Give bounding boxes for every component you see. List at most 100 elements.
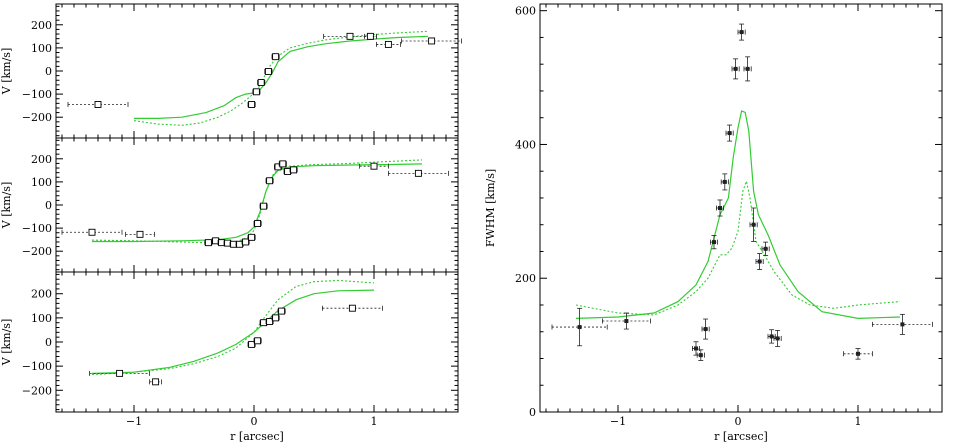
- point-marker: [366, 32, 374, 40]
- data-point: [321, 304, 383, 312]
- data-point: [149, 378, 163, 386]
- point-marker: [751, 222, 756, 227]
- point-marker: [272, 314, 280, 322]
- point-marker: [264, 68, 272, 75]
- y-tick-label: −200: [22, 111, 52, 124]
- point-marker: [624, 319, 629, 324]
- point-marker: [260, 202, 268, 210]
- data-point: [387, 169, 449, 177]
- x-tick-label: 1: [855, 415, 862, 428]
- y-tick-label: −200: [22, 384, 52, 397]
- point-marker: [266, 318, 274, 325]
- y-tick-label: −100: [22, 360, 52, 373]
- y-axis-label: V [km/s]: [0, 319, 13, 366]
- point-marker: [718, 206, 722, 210]
- point-marker: [252, 88, 260, 96]
- data-point: [89, 369, 151, 377]
- velocity-panel-3: −1 0 1 −200 −100 0 100 200 V [km/s] r [arcsec]: [0, 271, 459, 443]
- model-curve-solid: [92, 163, 423, 243]
- data-point: [716, 199, 724, 217]
- data-point: [278, 160, 287, 168]
- y-tick-label: 200: [515, 272, 536, 285]
- point-marker: [414, 169, 422, 177]
- y-tick-label: 200: [31, 153, 52, 166]
- point-marker: [428, 37, 436, 45]
- plot-frame: [55, 3, 459, 139]
- y-tick-label: 400: [515, 138, 536, 151]
- data-point: [259, 202, 268, 210]
- point-marker: [272, 53, 280, 61]
- point-marker: [757, 259, 762, 264]
- point-marker: [248, 233, 256, 241]
- model-curve-dotted: [91, 159, 423, 244]
- y-tick-label: 0: [45, 199, 52, 212]
- plot-frame: [55, 137, 459, 273]
- y-tick-label: 200: [31, 288, 52, 301]
- data-point: [253, 337, 262, 345]
- point-marker: [703, 327, 708, 332]
- x-axis-label: r [arcsec]: [714, 430, 768, 443]
- data-point: [843, 348, 873, 360]
- velocity-panel-1: −200 −100 0 100 200 V [km/s]: [0, 3, 463, 139]
- y-axis-label: V [km/s]: [0, 182, 13, 229]
- y-tick-label: 600: [515, 5, 536, 18]
- point-marker: [266, 177, 274, 185]
- data-point: [725, 124, 734, 142]
- data-point: [247, 233, 256, 241]
- point-marker: [88, 228, 96, 236]
- model-curve-solid: [134, 35, 429, 119]
- y-tick-label: 100: [31, 42, 52, 55]
- model-curve-solid: [575, 110, 901, 320]
- data-point: [273, 163, 283, 171]
- fwhm-panel: −1 0 1 0 200 400 600 FWHM [km/s] r [arcsec]: [484, 3, 943, 443]
- data-point: [720, 173, 729, 191]
- data-point: [223, 239, 232, 247]
- y-tick-label: 200: [31, 19, 52, 32]
- y-tick-label: −100: [22, 222, 52, 235]
- data-point: [692, 341, 700, 356]
- data-point: [247, 101, 256, 108]
- data-point: [252, 88, 261, 96]
- point-marker: [279, 160, 287, 168]
- model-curve-solid: [91, 289, 375, 374]
- data-point: [289, 166, 298, 174]
- point-marker: [348, 304, 356, 312]
- point-marker: [739, 30, 744, 35]
- y-axis-label: FWHM [km/s]: [484, 169, 497, 247]
- point-marker: [152, 378, 160, 386]
- data-point: [375, 40, 401, 48]
- y-tick-label: 100: [31, 312, 52, 325]
- data-point: [265, 318, 274, 325]
- point-marker: [248, 340, 256, 348]
- model-curve-dotted: [91, 279, 375, 376]
- data-point: [204, 239, 213, 247]
- data-point: [696, 349, 705, 361]
- data-point: [67, 101, 129, 108]
- point-marker: [769, 334, 774, 339]
- y-tick-label: 0: [45, 65, 52, 78]
- data-point: [710, 235, 718, 250]
- point-marker: [745, 66, 750, 71]
- y-tick-label: 100: [31, 176, 52, 189]
- point-marker: [116, 369, 124, 377]
- point-marker: [384, 40, 392, 48]
- y-tick-label: 0: [45, 336, 52, 349]
- x-tick-label: 0: [251, 415, 258, 428]
- data-point: [755, 253, 764, 270]
- plot-frame: [539, 3, 943, 413]
- point-marker: [856, 351, 860, 356]
- x-tick-label: −1: [126, 415, 142, 428]
- data-point: [359, 162, 389, 170]
- data-point: [761, 241, 770, 256]
- point-marker: [254, 337, 262, 345]
- point-marker: [698, 353, 703, 358]
- y-axis-label: V [km/s]: [0, 48, 13, 95]
- data-point: [253, 220, 262, 227]
- point-marker: [248, 101, 256, 108]
- model-curve-dotted: [575, 179, 901, 316]
- data-point: [701, 318, 710, 340]
- x-tick-label: 0: [735, 415, 742, 428]
- data-point: [743, 56, 752, 82]
- point-marker: [254, 220, 262, 227]
- data-point: [265, 177, 274, 185]
